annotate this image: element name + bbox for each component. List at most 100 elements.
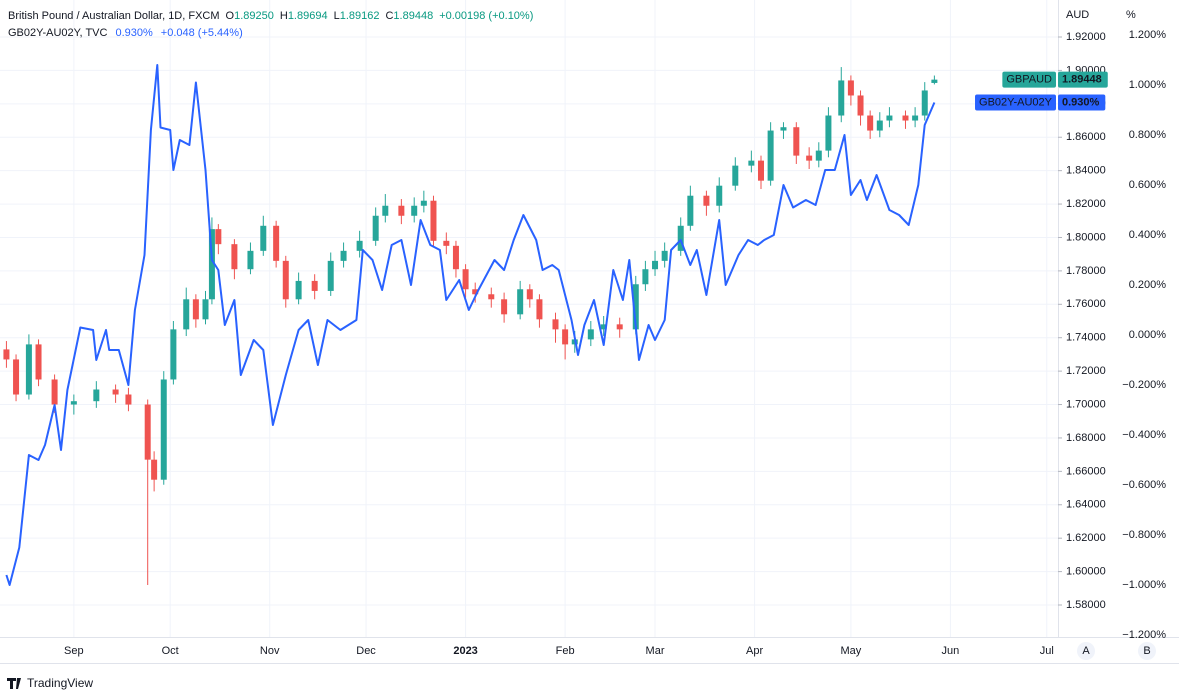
scale-button-label[interactable]: A [1082, 645, 1090, 657]
candle-body [192, 299, 199, 320]
candle-body [912, 115, 919, 121]
candle-body [462, 269, 469, 290]
x-tick-label: Jun [942, 645, 960, 657]
x-tick-label: Sep [64, 645, 84, 657]
candle-body [51, 379, 58, 405]
candle-body [273, 225, 280, 261]
y-tick-label: 1.76000 [1066, 298, 1106, 310]
candle-body [661, 250, 668, 261]
y2-tick-label: 1.200% [1129, 29, 1167, 41]
candle-body [3, 349, 10, 360]
candle-body [703, 195, 710, 206]
badge-bg [975, 94, 1056, 111]
candle-body [757, 160, 764, 181]
x-tick-label: Nov [260, 645, 280, 657]
badge-name: GB02Y-AU02Y [979, 96, 1053, 108]
y-tick-label: 1.78000 [1066, 265, 1106, 277]
candle-body [552, 319, 559, 330]
legend-key: C [385, 10, 393, 22]
badge-bg [1002, 71, 1056, 88]
candle-body [125, 394, 132, 405]
y2-tick-label: 1.000% [1129, 79, 1167, 91]
candle-body [536, 299, 543, 320]
brand[interactable]: TradingView [27, 676, 93, 690]
candle-body [632, 284, 639, 330]
axis-unit: AUD [1066, 9, 1089, 21]
candle-body [340, 250, 347, 261]
candle-body [600, 324, 607, 330]
x-tick-label: Feb [556, 645, 575, 657]
scale-button-label[interactable]: B [1143, 645, 1150, 657]
scale-button[interactable] [1138, 642, 1156, 660]
candle-body [260, 225, 267, 251]
scale-button[interactable] [1077, 642, 1095, 660]
y-tick-label: 1.86000 [1066, 131, 1106, 143]
candle-body [372, 215, 379, 241]
badge-value: 1.89448 [1062, 74, 1102, 86]
x-tick-label: 2023 [453, 645, 477, 657]
price-badge: GB02Y-AU02Y 0.930% [975, 94, 1106, 111]
candle-body [716, 185, 723, 206]
candle-body [282, 260, 289, 300]
y-tick-label: 1.66000 [1066, 465, 1106, 477]
badge-bg [1058, 71, 1108, 88]
candle-body [931, 79, 938, 83]
legend-title: GB02Y-AU02Y, TVC [8, 27, 108, 39]
candle-body [144, 404, 151, 460]
y-tick-label: 1.68000 [1066, 432, 1106, 444]
y-tick-label: 1.82000 [1066, 198, 1106, 210]
candle-body [857, 95, 864, 116]
candle-body [793, 127, 800, 156]
legend-change: +0.00198 (+0.10%) [439, 10, 533, 22]
candle-body [526, 289, 533, 300]
x-tick-label: Jul [1040, 645, 1054, 657]
y2-tick-label: −0.800% [1122, 529, 1166, 541]
legend-change: +0.048 (+5.44%) [161, 27, 243, 39]
y2-tick-label: 0.800% [1129, 129, 1167, 141]
price-badge: GBPAUD 1.89448 [1002, 71, 1108, 88]
candle-body [295, 280, 302, 300]
badge-bg [1058, 94, 1106, 111]
x-tick-label: Mar [646, 645, 665, 657]
y2-tick-label: −0.400% [1122, 429, 1166, 441]
candle-body [170, 329, 177, 380]
candle-body [311, 280, 318, 291]
candle-body [876, 120, 883, 131]
y2-tick-label: −1.200% [1122, 629, 1166, 641]
y2-tick-label: 0.600% [1129, 179, 1167, 191]
candle-body [806, 155, 813, 161]
brand-logo[interactable] [7, 678, 21, 689]
candle-body [677, 225, 684, 251]
candle-body [398, 205, 405, 216]
candle-body [902, 115, 909, 121]
candle-body [70, 401, 77, 405]
candle-body [815, 150, 822, 161]
y2-tick-label: −0.600% [1122, 479, 1166, 491]
legend-value: 0.930% [115, 27, 153, 39]
legend-key: H [280, 10, 288, 22]
y-tick-label: 1.80000 [1066, 231, 1106, 243]
candle-body [780, 127, 787, 131]
y-tick-label: 1.58000 [1066, 599, 1106, 611]
candle-body [732, 165, 739, 186]
legend-value: 1.89694 [288, 10, 328, 22]
candle-body [687, 195, 694, 226]
candle-body [13, 359, 20, 395]
candle-body [183, 299, 190, 330]
x-tick-label: Dec [356, 645, 376, 657]
candle-body [867, 115, 874, 131]
candle-body [93, 389, 100, 402]
candle-body [838, 80, 845, 116]
legend-key: O [226, 10, 235, 22]
candle-body [35, 344, 42, 380]
x-tick-label: Oct [162, 645, 179, 657]
candle-body [382, 205, 389, 216]
line-series [5, 64, 936, 586]
candle-body [921, 90, 928, 116]
candle-body [420, 200, 427, 206]
candle-body [562, 329, 569, 345]
candle-body [202, 299, 209, 320]
x-tick-label: Apr [746, 645, 763, 657]
plot [3, 64, 938, 586]
candle-body [215, 229, 222, 245]
